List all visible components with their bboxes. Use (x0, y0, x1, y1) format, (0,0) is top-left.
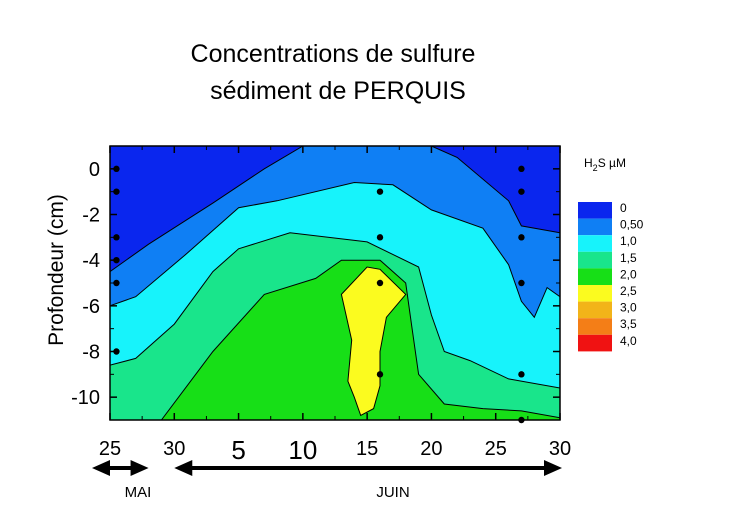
legend-swatch (578, 251, 612, 269)
chart-title-line-1: Concentrations de sulfure (191, 40, 476, 68)
legend-swatch (578, 202, 612, 219)
legend-swatch (578, 268, 612, 285)
legend-swatch (578, 285, 612, 302)
legend: H2S µM 0 0,50 1,0 1,5 2,0 2,5 3,0 3,5 4,0 (578, 156, 644, 352)
x-tick-label: 25 (485, 438, 507, 460)
legend-label: 3,0 (620, 301, 637, 315)
legend-swatch (578, 334, 612, 352)
legend-label: 3,5 (620, 317, 637, 331)
legend-swatch (578, 218, 612, 236)
x-tick-label: 5 (231, 435, 245, 465)
sample-point (518, 279, 525, 287)
legend-label: 1,0 (620, 234, 637, 248)
legend-title: H2S µM (584, 156, 626, 173)
sample-point (518, 188, 525, 195)
sample-points (113, 165, 525, 424)
y-tick-label: -8 (82, 342, 100, 364)
month-spans: MAI JUIN (92, 460, 562, 501)
legend-label: 0 (620, 201, 627, 215)
sample-point (113, 279, 120, 287)
sample-point (113, 188, 120, 195)
month-arrow-left-head (92, 460, 110, 476)
x-tick-label: 30 (163, 438, 185, 460)
x-tick-label: 15 (356, 438, 378, 460)
sample-point (376, 279, 384, 287)
axes: 0 -2 -4 -6 -8 -10 25 30 5 10 15 20 25 30 (71, 145, 571, 465)
y-tick-label: 0 (89, 159, 100, 181)
legend-label: 4,0 (620, 334, 637, 348)
legend-label: 2,0 (620, 267, 637, 281)
month-label: MAI (125, 484, 152, 501)
legend-swatch (578, 318, 612, 335)
sample-point (518, 234, 525, 241)
y-tick-label: -2 (82, 205, 100, 227)
month-label: JUIN (376, 484, 409, 501)
y-tick-label: -6 (82, 296, 100, 318)
y-tick-label: -4 (82, 250, 100, 272)
contour-plot-area (110, 146, 560, 420)
x-tick-label: 10 (288, 435, 317, 465)
x-tick-label: 30 (549, 438, 571, 460)
sample-point (113, 234, 120, 241)
legend-swatch (578, 235, 612, 252)
y-axis-label: Profondeur (cm) (45, 194, 68, 346)
x-tick-label: 20 (420, 438, 442, 460)
sample-point (518, 371, 525, 378)
sample-point (376, 371, 384, 378)
legend-swatch (578, 301, 612, 319)
y-tick-label: -10 (71, 387, 100, 409)
legend-label: 1,5 (620, 251, 637, 265)
legend-label: 0,50 (620, 218, 644, 232)
month-arrow-right-head (544, 460, 562, 476)
chart-title-line-2: sédiment de PERQUIS (210, 77, 466, 105)
legend-label: 2,5 (620, 284, 637, 298)
contour-band-5 (340, 266, 407, 417)
sample-point (376, 188, 384, 195)
sample-point (518, 165, 525, 173)
month-arrow-left-head (174, 460, 193, 476)
x-tick-label: 25 (99, 438, 121, 460)
sample-point (376, 234, 384, 241)
month-arrow-right-head (130, 460, 149, 476)
